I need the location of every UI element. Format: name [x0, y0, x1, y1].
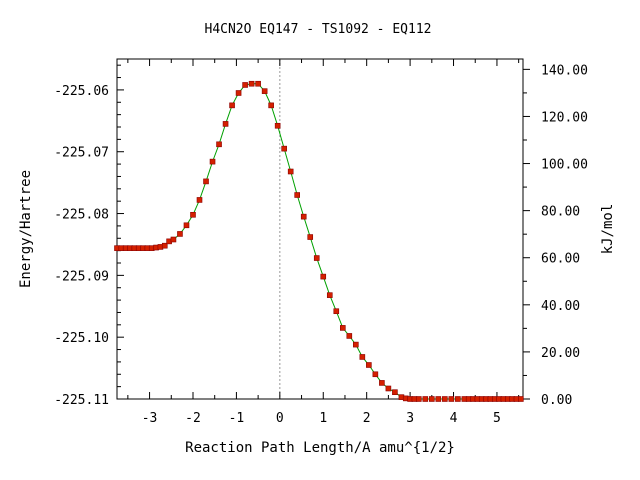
data-point: [203, 178, 209, 185]
data-point: [518, 396, 524, 402]
data-point: [248, 80, 255, 87]
data-point: [190, 211, 196, 218]
y-tick-labels: -225.06 -225.07 -225.08 -225.09 -225.10 -225.…: [54, 84, 109, 408]
y-tick-label: -225.11: [54, 393, 109, 408]
y2-tick-label: 0.00: [541, 393, 572, 408]
data-point: [313, 255, 320, 261]
data-point: [442, 396, 448, 402]
y-tick-label: -225.06: [54, 84, 109, 99]
axis-ticks: [117, 59, 530, 400]
data-point: [209, 158, 216, 165]
x-tick-label: 0: [276, 411, 284, 426]
data-point: [372, 371, 379, 378]
data-point: [307, 234, 314, 240]
x-axis-label: Reaction Path Length/A amu^{1/2}: [185, 440, 455, 456]
data-point: [415, 396, 422, 402]
data-point: [385, 385, 392, 392]
data-point: [235, 90, 242, 96]
y2-tick-label: 60.00: [541, 252, 580, 267]
y2-tick-label: 140.00: [541, 63, 588, 78]
y2-axis-label: kJ/mol: [600, 204, 616, 255]
data-point: [359, 354, 366, 360]
data-point: [346, 333, 353, 339]
y-tick-label: -225.09: [54, 269, 109, 284]
data-point: [170, 236, 177, 243]
y2-tick-labels: 140.00 120.00 100.00 80.00 60.00 40.00 20.00 0.…: [541, 63, 588, 408]
series-line: [117, 83, 521, 400]
data-point: [294, 192, 301, 198]
chart-title: H4CN2O EQ147 - TS1092 - EQ112: [205, 22, 432, 37]
y2-tick-label: 120.00: [541, 110, 588, 125]
x-tick-label: -1: [229, 411, 245, 426]
y2-tick-label: 100.00: [541, 158, 588, 173]
data-point: [255, 80, 261, 87]
x-tick-label: -2: [185, 411, 201, 426]
data-point: [216, 141, 222, 148]
plot-frame: [116, 58, 524, 400]
data-point: [435, 396, 442, 402]
x-tick-label: 3: [406, 411, 414, 426]
data-point: [448, 396, 455, 402]
x-tick-label: 2: [363, 411, 371, 426]
data-point: [274, 122, 281, 129]
data-point: [161, 242, 168, 249]
data-point: [366, 362, 372, 368]
data-point: [183, 222, 190, 229]
data-point: [429, 396, 435, 402]
data-point: [222, 121, 229, 127]
x-tick-label: 4: [450, 411, 458, 426]
data-point: [379, 380, 385, 386]
data-point: [353, 341, 359, 348]
data-point: [261, 88, 268, 94]
data-point: [300, 213, 307, 220]
data-point: [455, 396, 461, 402]
data-point: [229, 102, 235, 109]
y-tick-label: -225.10: [54, 331, 109, 346]
x-tick-label: -3: [142, 411, 158, 426]
data-point: [196, 197, 203, 203]
x-tick-label: 5: [493, 411, 501, 426]
data-point: [177, 231, 183, 237]
data-point: [333, 308, 340, 315]
data-point: [339, 325, 346, 331]
data-markers: [114, 80, 524, 402]
y2-tick-label: 80.00: [541, 205, 580, 220]
data-point: [320, 273, 327, 280]
data-point: [392, 389, 398, 396]
x-tick-labels: -3 -2 -1 0 1 2 3 4 5: [142, 411, 501, 426]
data-point: [326, 292, 333, 298]
y-tick-label: -225.08: [54, 208, 109, 223]
data-point: [287, 168, 294, 175]
y2-tick-label: 40.00: [541, 299, 580, 314]
data-point: [422, 396, 429, 402]
x-tick-label: 1: [319, 411, 327, 426]
y2-tick-label: 20.00: [541, 346, 580, 361]
y-axis-label: Energy/Hartree: [18, 170, 34, 288]
data-point: [242, 82, 248, 88]
data-point: [281, 145, 287, 152]
y-tick-label: -225.07: [54, 146, 109, 161]
data-point: [268, 102, 274, 109]
